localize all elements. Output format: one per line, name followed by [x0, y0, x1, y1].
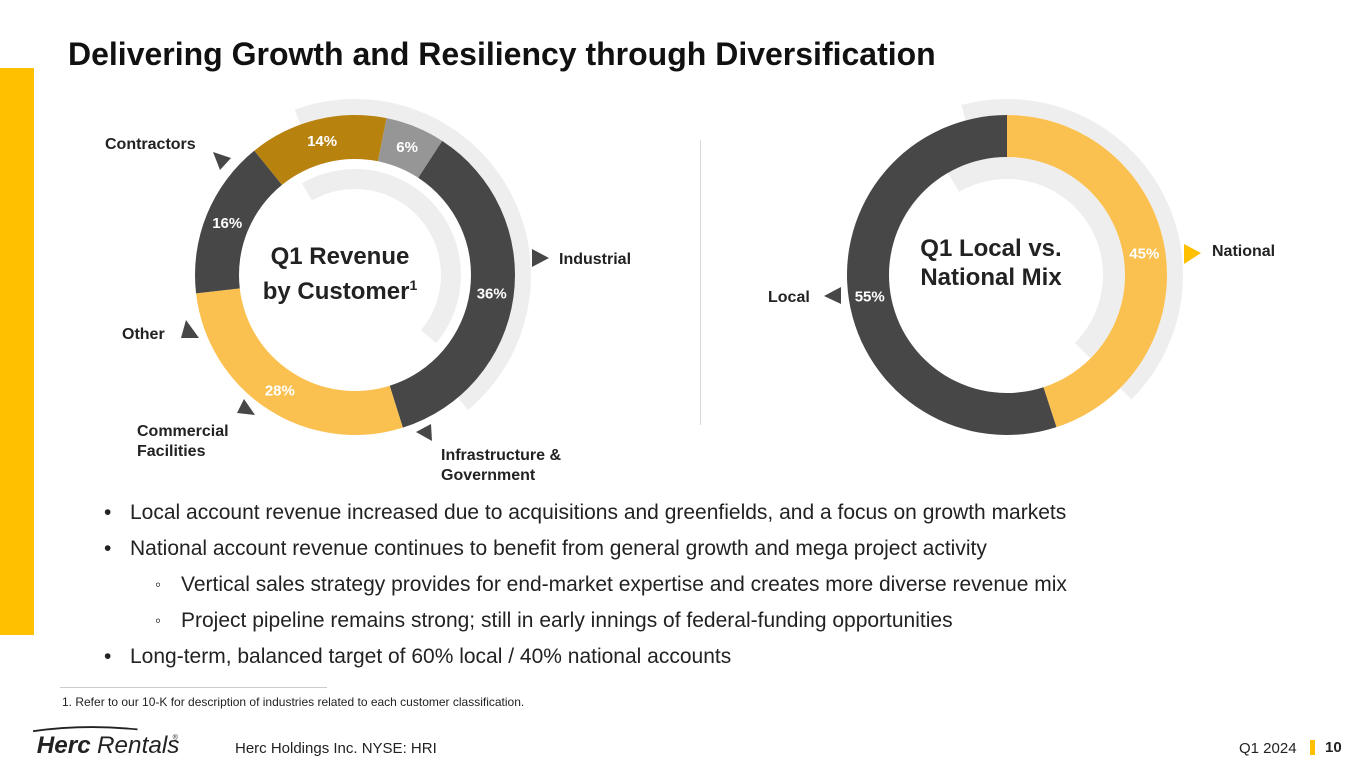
local-pointer-icon — [824, 287, 841, 304]
chart2-center-title: Q1 Local vs. National Mix — [920, 235, 1062, 291]
donut-value-label: 36% — [477, 286, 507, 303]
sub-bullet-item: ◦ Vertical sales strategy provides for en… — [155, 573, 1067, 596]
donut-segment-other — [377, 118, 443, 178]
chart1-center-title: Q1 Revenue by Customer1 — [262, 243, 418, 305]
donut-value-label: 55% — [855, 289, 885, 306]
label-other: Other — [122, 326, 165, 343]
label-local: Local — [768, 289, 810, 306]
other-pointer-icon — [181, 320, 199, 338]
bullet-item: • Local account revenue increased due to … — [104, 501, 1067, 524]
company-ticker: Herc Holdings Inc. NYSE: HRI — [235, 740, 437, 757]
revenue-by-customer-donut: 36% 28% 16% 14% 6% — [195, 99, 531, 436]
label-national: National — [1212, 243, 1276, 260]
report-period: Q1 2024 — [1239, 740, 1297, 757]
footnote: 1. Refer to our 10-K for description of … — [62, 695, 525, 709]
national-pointer-icon — [1184, 244, 1201, 264]
donut-segment-national — [1007, 115, 1167, 428]
footnote-rule — [60, 687, 327, 688]
label-commercial-facilities: Commercial Facilities — [137, 423, 229, 460]
donut-value-label: 6% — [396, 139, 418, 156]
donut-segment-industrial — [196, 288, 403, 436]
pointer-arrows-chart2 — [824, 244, 1201, 304]
donut-segment-contractors — [389, 140, 516, 428]
donut-value-label: 16% — [212, 215, 242, 232]
accent-side-bar — [0, 68, 34, 635]
donut-value-label: 28% — [265, 383, 295, 400]
sub-bullet-item: ◦ Project pipeline remains strong; still … — [155, 609, 953, 632]
pointer-arrows-chart1 — [181, 152, 549, 441]
bullet-item: • National account revenue continues to b… — [104, 537, 987, 560]
svg-text:Rentals: Rentals — [97, 732, 179, 759]
donut-segment-commercial-facilities — [254, 115, 387, 185]
decorative-ring-arc — [948, 157, 1125, 359]
bullet-item: • Long-term, balanced target of 60% local… — [104, 645, 732, 668]
page-number: 10 — [1325, 739, 1342, 756]
herc-rentals-logo: Herc Rentals ® — [32, 726, 179, 759]
chart-divider — [700, 140, 701, 425]
industrial-pointer-icon — [532, 249, 549, 267]
svg-text:®: ® — [173, 732, 179, 741]
page-title: Delivering Growth and Resiliency through… — [68, 36, 936, 72]
decorative-ring-arc — [302, 168, 462, 344]
label-industrial: Industrial — [559, 251, 632, 268]
donut-value-label: 45% — [1129, 245, 1159, 262]
page-number-marker — [1310, 740, 1315, 755]
commercial-pointer-icon — [237, 399, 255, 415]
label-infrastructure-government: Infrastructure & Government — [441, 447, 562, 484]
contractors-pointer-icon — [213, 152, 231, 170]
donut-segment-local — [846, 115, 1057, 435]
label-contractors: Contractors — [105, 136, 196, 153]
bullet-list: • Local account revenue increased due to … — [104, 500, 1304, 680]
donut-value-label: 14% — [307, 133, 337, 150]
local-national-mix-donut: 45% 55% — [846, 98, 1184, 435]
donut-segment-infrastructure-government — [195, 150, 282, 294]
infrastructure-pointer-icon — [416, 424, 432, 441]
svg-text:Herc: Herc — [37, 732, 92, 759]
